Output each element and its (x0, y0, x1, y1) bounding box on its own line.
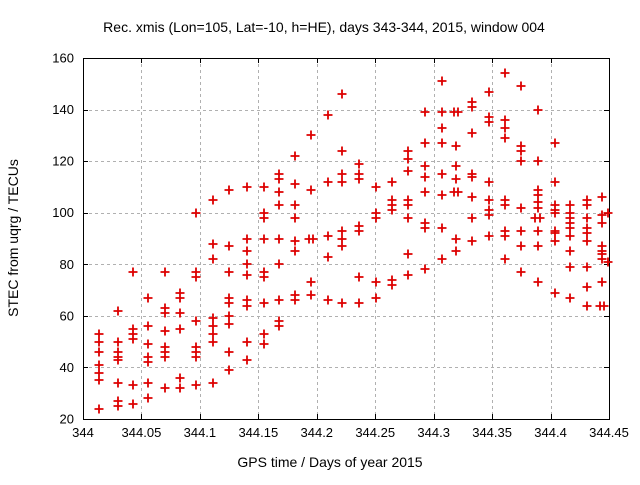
x-tick-labels: 344 344.05 344.1 344.15 344.2 344.25 344.3 344.… (72, 425, 629, 440)
x-axis-label: GPS time / Days of year 2015 (237, 454, 422, 470)
y-tick-label: 100 (52, 205, 74, 220)
x-tick-label: 344.25 (355, 425, 395, 440)
plus-markers (94, 68, 613, 414)
y-tick-label: 80 (60, 257, 74, 272)
x-tick-label: 344.45 (589, 425, 629, 440)
chart-title: Rec. xmis (Lon=105, Lat=-10, h=HE), days… (103, 19, 545, 35)
data-points (94, 68, 613, 414)
x-tick-label: 344.35 (472, 425, 512, 440)
y-tick-label: 140 (52, 102, 74, 117)
x-tick-label: 344.15 (238, 425, 278, 440)
x-tick-label: 344.3 (417, 425, 450, 440)
y-tick-label: 120 (52, 154, 74, 169)
x-tick-label: 344 (72, 425, 94, 440)
x-tick-label: 344.05 (122, 425, 162, 440)
y-tick-label: 20 (60, 412, 74, 427)
axis-ticks (83, 58, 610, 420)
x-tick-label: 344.2 (301, 425, 334, 440)
y-tick-labels: 20 40 60 80 100 120 140 160 (52, 51, 74, 427)
x-tick-label: 344.4 (534, 425, 567, 440)
x-tick-label: 344.1 (184, 425, 217, 440)
y-tick-label: 160 (52, 51, 74, 66)
y-tick-label: 40 (60, 360, 74, 375)
plot-frame (83, 58, 610, 420)
y-tick-label: 60 (60, 308, 74, 323)
y-axis-label: STEC from uqrg / TECUs (5, 159, 21, 317)
